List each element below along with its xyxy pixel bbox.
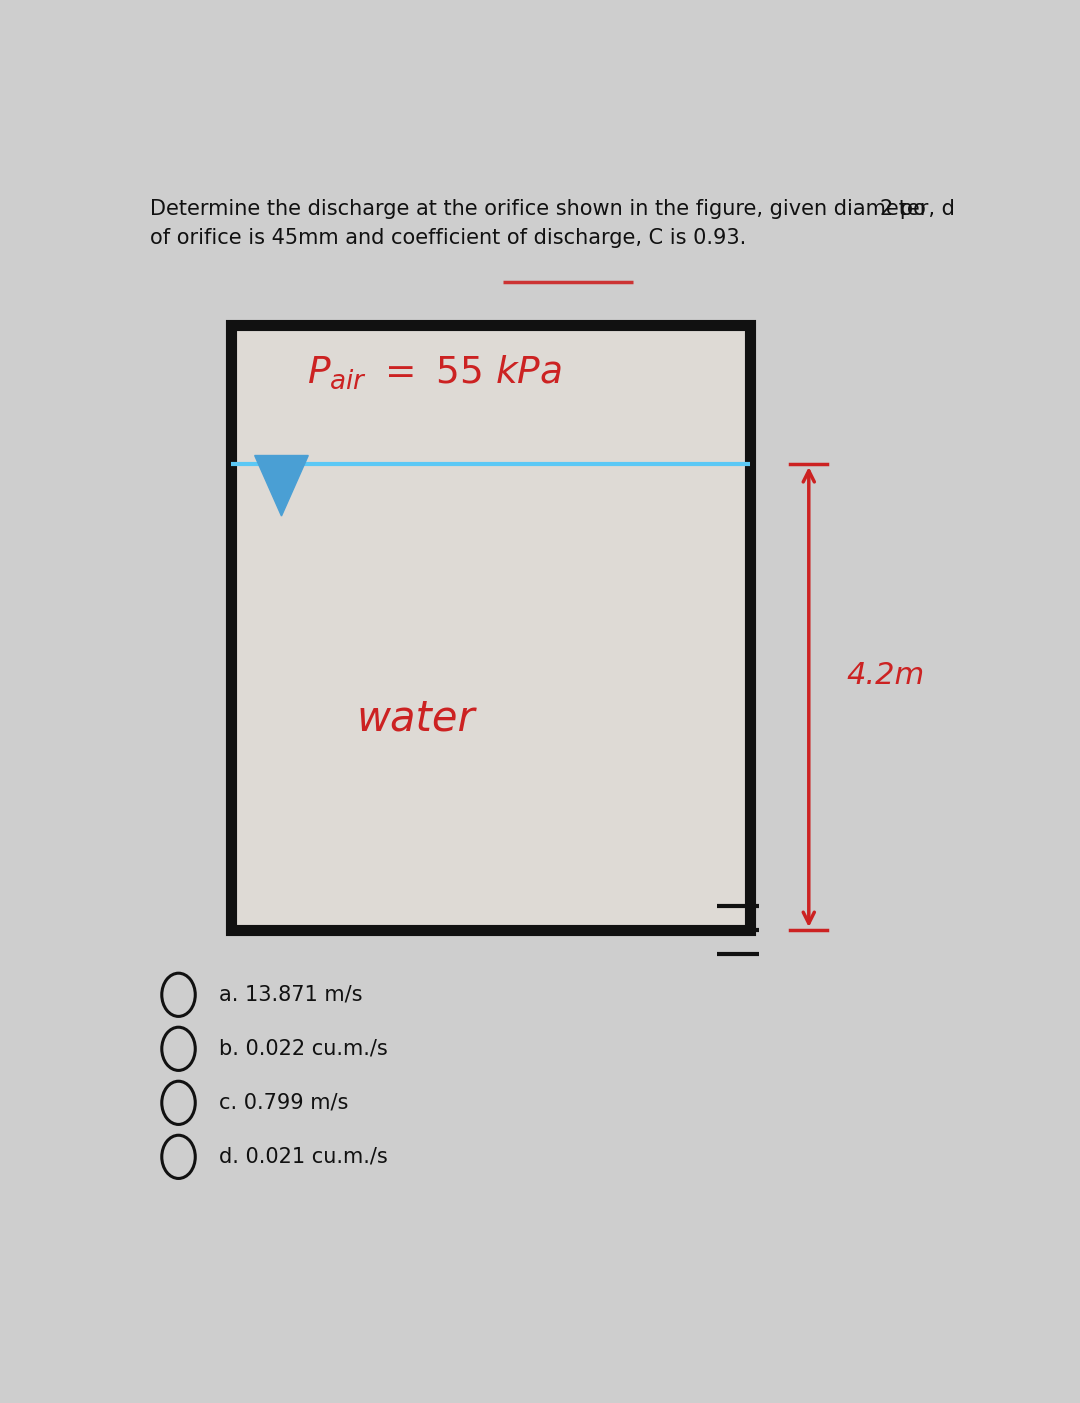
Text: c. 0.799 m/s: c. 0.799 m/s	[218, 1093, 348, 1113]
Text: d. 0.021 cu.m./s: d. 0.021 cu.m./s	[218, 1146, 388, 1167]
Text: of orifice is 45mm and coefficient of discharge, C is 0.93.: of orifice is 45mm and coefficient of di…	[150, 227, 746, 248]
Text: b. 0.022 cu.m./s: b. 0.022 cu.m./s	[218, 1038, 388, 1059]
Text: 2 po: 2 po	[880, 199, 926, 219]
Text: a. 13.871 m/s: a. 13.871 m/s	[218, 985, 362, 1005]
Text: water: water	[356, 697, 475, 739]
Text: $P_{air}$$\ =\ $$55\ kPa$: $P_{air}$$\ =\ $$55\ kPa$	[307, 354, 562, 391]
Text: Determine the discharge at the orifice shown in the figure, given diameter, d: Determine the discharge at the orifice s…	[150, 199, 955, 219]
Text: 4.2m: 4.2m	[847, 661, 924, 690]
FancyBboxPatch shape	[231, 325, 751, 930]
Polygon shape	[255, 456, 308, 516]
